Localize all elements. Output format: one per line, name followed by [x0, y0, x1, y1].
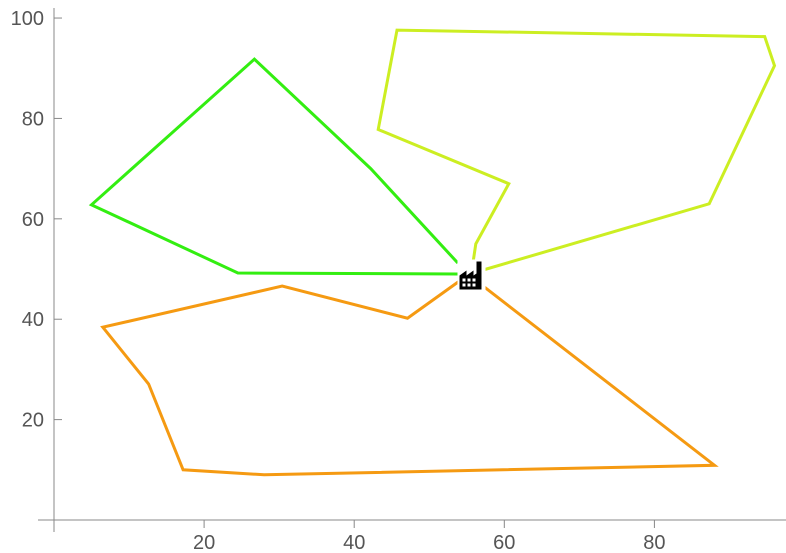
y-tick-label: 40	[22, 309, 44, 331]
route-line-3	[100, 279, 719, 477]
routes	[88, 28, 777, 477]
x-ticks: 20 40 60 80	[193, 520, 666, 553]
depot	[457, 259, 486, 292]
axes: 20 40 60 80 20 40 60 80 100	[11, 8, 786, 553]
route-line-2	[376, 28, 777, 273]
x-tick-label: 40	[343, 532, 365, 553]
factory-icon	[457, 259, 486, 292]
y-tick-label: 80	[22, 108, 44, 130]
y-ticks: 20 40 60 80 100	[11, 8, 62, 432]
y-tick-label: 100	[11, 8, 44, 30]
x-tick-label: 80	[643, 532, 665, 553]
x-tick-label: 60	[493, 532, 515, 553]
y-tick-label: 60	[22, 209, 44, 231]
x-tick-label: 20	[193, 532, 215, 553]
route-line-1	[88, 57, 459, 276]
y-tick-label: 20	[22, 410, 44, 432]
